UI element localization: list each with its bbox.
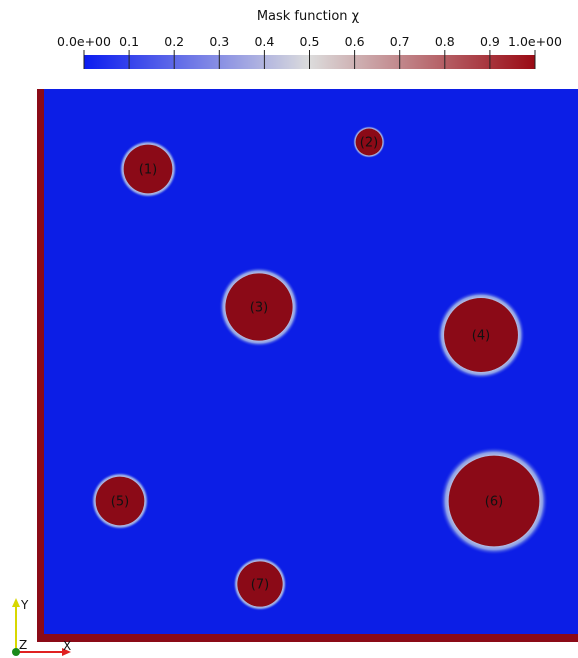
colorbar-tick-label: 0.5: [300, 34, 320, 49]
inclusion-label: (4): [472, 329, 490, 344]
inclusion-label: (6): [485, 495, 503, 510]
inclusion-label: (5): [111, 495, 129, 510]
inclusion-6: (6): [440, 447, 548, 555]
colorbar-tick-label: 0.6: [345, 34, 365, 49]
inclusion-label: (1): [139, 163, 157, 178]
inclusion-core: [448, 455, 540, 547]
triad-x-label: X: [63, 639, 71, 653]
colorbar-tick-label: 0.9: [480, 34, 500, 49]
inclusions-layer: (1) (2) (3) (4) (5) (6) (7): [91, 126, 548, 611]
inclusion-label: (7): [251, 578, 269, 593]
colorbar-title: Mask function χ: [257, 9, 360, 24]
colorbar-tick-label: 0.7: [390, 34, 410, 49]
inclusion-core: [237, 561, 283, 607]
x-arrowhead-icon: [62, 648, 71, 656]
triad-y-label: Y: [20, 598, 29, 612]
inclusion-core: [123, 144, 173, 194]
inclusion-1: (1): [119, 140, 177, 198]
inclusion-core: [355, 128, 383, 156]
inclusion-3: (3): [219, 267, 299, 347]
colorbar-tick-label: 0.2: [164, 34, 184, 49]
inclusion-7: (7): [233, 557, 287, 611]
colorbar-tick-label: 0.1: [119, 34, 139, 49]
colorbar-ticks: 0.0e+00 0.1 0.2 0.3 0.4 0.5 0.6 0.7 0.8 0.9 1.0e+0…: [57, 34, 562, 69]
inclusion-core: [444, 298, 518, 372]
inclusion-2: (2): [353, 126, 385, 158]
colorbar-tick-label: 1.0e+00: [508, 34, 562, 49]
triad-z-label: Z: [19, 638, 27, 652]
colorbar-tick-label: 0.4: [254, 34, 274, 49]
inclusion-core: [95, 476, 145, 526]
inclusion-core: [225, 273, 293, 341]
inclusion-label: (2): [360, 136, 378, 151]
axes-triad: Y X Z: [12, 598, 71, 656]
colorbar-tick-label: 0.8: [435, 34, 455, 49]
inclusion-5: (5): [91, 472, 149, 530]
inclusion-4: (4): [437, 291, 525, 379]
colorbar-tick-label: 0.0e+00: [57, 34, 111, 49]
colorbar: Mask function χ 0.0e+00 0.1 0.2 0.3 0.4 0.5 0.…: [57, 9, 562, 69]
z-axis-dot-icon: [12, 648, 20, 656]
colorbar-tick-label: 0.3: [209, 34, 229, 49]
inclusion-label: (3): [250, 301, 268, 316]
mask-field: (1) (2) (3) (4) (5) (6) (7): [37, 89, 578, 642]
y-arrowhead-icon: [12, 598, 20, 607]
